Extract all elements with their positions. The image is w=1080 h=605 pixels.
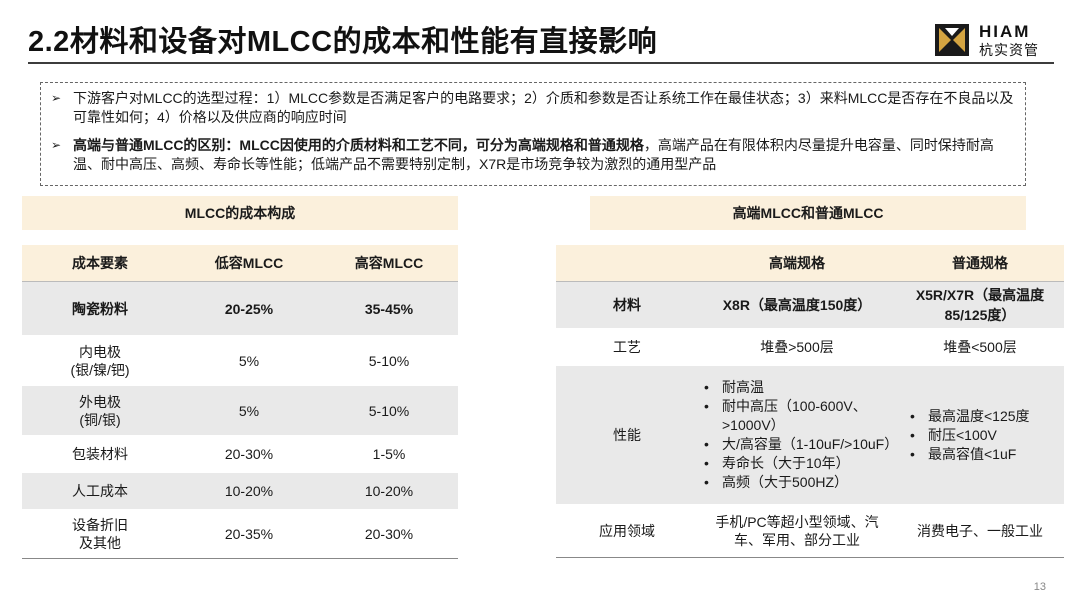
arrow-bullet-icon: ➢ (51, 138, 62, 152)
high-spec-performance-list: 耐高温 耐中高压（100-600V、>1000V） 大/高容量（1-10uF/>… (702, 378, 898, 492)
table-cell: 陶瓷粉料 (22, 281, 178, 336)
table-row: 陶瓷粉料 20-25% 35-45% (22, 281, 458, 336)
list-item: 大/高容量（1-10uF/>10uF） (704, 435, 898, 454)
table-cell: 手机/PC等超小型领域、汽车、军用、部分工业 (698, 504, 896, 558)
column-header: 高端规格 (698, 245, 896, 282)
table-cell: 20-30% (178, 435, 320, 473)
table-cell: 10-20% (320, 472, 458, 510)
column-header: 成本要素 (22, 245, 178, 282)
table-cell: 耐高温 耐中高压（100-600V、>1000V） 大/高容量（1-10uF/>… (698, 365, 898, 505)
summary-bullet-2-text: ，高端产品在有限体积内尽量提升电容量、同时保持耐高温、耐中高压、高频、寿命长等性… (73, 137, 994, 172)
table-cell: 设备折旧 及其他 (22, 509, 178, 559)
cost-table: 成本要素 低容MLCC 高容MLCC 陶瓷粉料 20-25% 35-45% 内电… (22, 245, 458, 559)
table-cell: X5R/X7R（最高温度85/125度） (896, 281, 1064, 329)
table-cell: 35-45% (320, 281, 458, 336)
spec-panel-heading: 高端MLCC和普通MLCC (590, 196, 1026, 230)
column-header: 高容MLCC (320, 245, 458, 282)
list-item: 最高容值<1uF (910, 445, 1060, 464)
table-row: 人工成本 10-20% 10-20% (22, 472, 458, 510)
table-cell: 5% (178, 335, 320, 386)
table-row: 内电极 (银/镍/钯) 5% 5-10% (22, 335, 458, 386)
table-row: 材料 X8R（最高温度150度） X5R/X7R（最高温度85/125度） (556, 281, 1064, 329)
table-cell: 堆叠<500层 (896, 328, 1064, 366)
page-number: 13 (1033, 581, 1046, 593)
row-label: 性能 (556, 365, 698, 505)
spec-table: 高端规格 普通规格 材料 X8R（最高温度150度） X5R/X7R（最高温度8… (556, 245, 1064, 558)
summary-bullet-2: ➢ 高端与普通MLCC的区别：MLCC因使用的介质材料和工艺不同，可分为高端规格… (51, 136, 1015, 174)
table-row: 工艺 堆叠>500层 堆叠<500层 (556, 328, 1064, 366)
table-cell: 20-25% (178, 281, 320, 336)
summary-box: ➢ 下游客户对MLCC的选型过程：1）MLCC参数是否满足客户的电路要求；2）介… (40, 82, 1026, 186)
column-header: 低容MLCC (178, 245, 320, 282)
table-cell: 5-10% (320, 335, 458, 386)
table-cell: 1-5% (320, 435, 458, 473)
column-header (556, 245, 698, 282)
cost-panel-heading: MLCC的成本构成 (22, 196, 458, 230)
list-item: 最高温度<125度 (910, 407, 1060, 426)
table-row: 设备折旧 及其他 20-35% 20-30% (22, 509, 458, 559)
table-row: 包装材料 20-30% 1-5% (22, 435, 458, 473)
arrow-bullet-icon: ➢ (51, 91, 62, 105)
table-cell: 10-20% (178, 472, 320, 510)
row-label: 应用领域 (556, 504, 698, 558)
table-row: 应用领域 手机/PC等超小型领域、汽车、军用、部分工业 消费电子、一般工业 (556, 504, 1064, 558)
table-cell: 最高温度<125度 耐压<100V 最高容值<1uF (896, 365, 1064, 505)
list-item: 耐高温 (704, 378, 892, 397)
summary-bullet-1-text: 下游客户对MLCC的选型过程：1）MLCC参数是否满足客户的电路要求；2）介质和… (73, 90, 1014, 125)
list-item: 耐压<100V (910, 426, 1060, 445)
column-header: 普通规格 (896, 245, 1064, 282)
table-cell: 内电极 (银/镍/钯) (22, 335, 178, 386)
hiam-logo-icon (935, 24, 969, 56)
table-header-row: 高端规格 普通规格 (556, 245, 1064, 282)
title-divider (28, 62, 1054, 64)
table-cell: 人工成本 (22, 472, 178, 510)
table-cell: 20-30% (320, 509, 458, 559)
table-cell: 包装材料 (22, 435, 178, 473)
summary-bullet-1: ➢ 下游客户对MLCC的选型过程：1）MLCC参数是否满足客户的电路要求；2）介… (51, 89, 1015, 127)
row-label: 工艺 (556, 328, 698, 366)
logo-text-cn: 杭实资管 (979, 42, 1039, 58)
logo-text-en: HIAM (979, 22, 1031, 41)
table-cell: 外电极 (铜/银) (22, 385, 178, 436)
company-logo: HIAM 杭实资管 (935, 22, 1055, 58)
list-item: 高频（大于500HZ） (704, 473, 892, 492)
table-cell: 消费电子、一般工业 (896, 504, 1064, 558)
list-item: 寿命长（大于10年） (704, 454, 892, 473)
table-header-row: 成本要素 低容MLCC 高容MLCC (22, 245, 458, 282)
page-title: 2.2材料和设备对MLCC的成本和性能有直接影响 (28, 26, 658, 58)
table-cell: 20-35% (178, 509, 320, 559)
table-cell: 5% (178, 385, 320, 436)
table-cell: 5-10% (320, 385, 458, 436)
list-item: 耐中高压（100-600V、>1000V） (704, 397, 892, 435)
table-row: 性能 耐高温 耐中高压（100-600V、>1000V） 大/高容量（1-10u… (556, 365, 1064, 505)
summary-bullet-2-bold: 高端与普通MLCC的区别：MLCC因使用的介质材料和工艺不同，可分为高端规格和普… (73, 137, 644, 153)
table-row: 外电极 (铜/银) 5% 5-10% (22, 385, 458, 436)
table-cell: X8R（最高温度150度） (698, 281, 896, 329)
row-label: 材料 (556, 281, 698, 329)
normal-spec-performance-list: 最高温度<125度 耐压<100V 最高容值<1uF (900, 407, 1060, 464)
table-cell: 堆叠>500层 (698, 328, 896, 366)
